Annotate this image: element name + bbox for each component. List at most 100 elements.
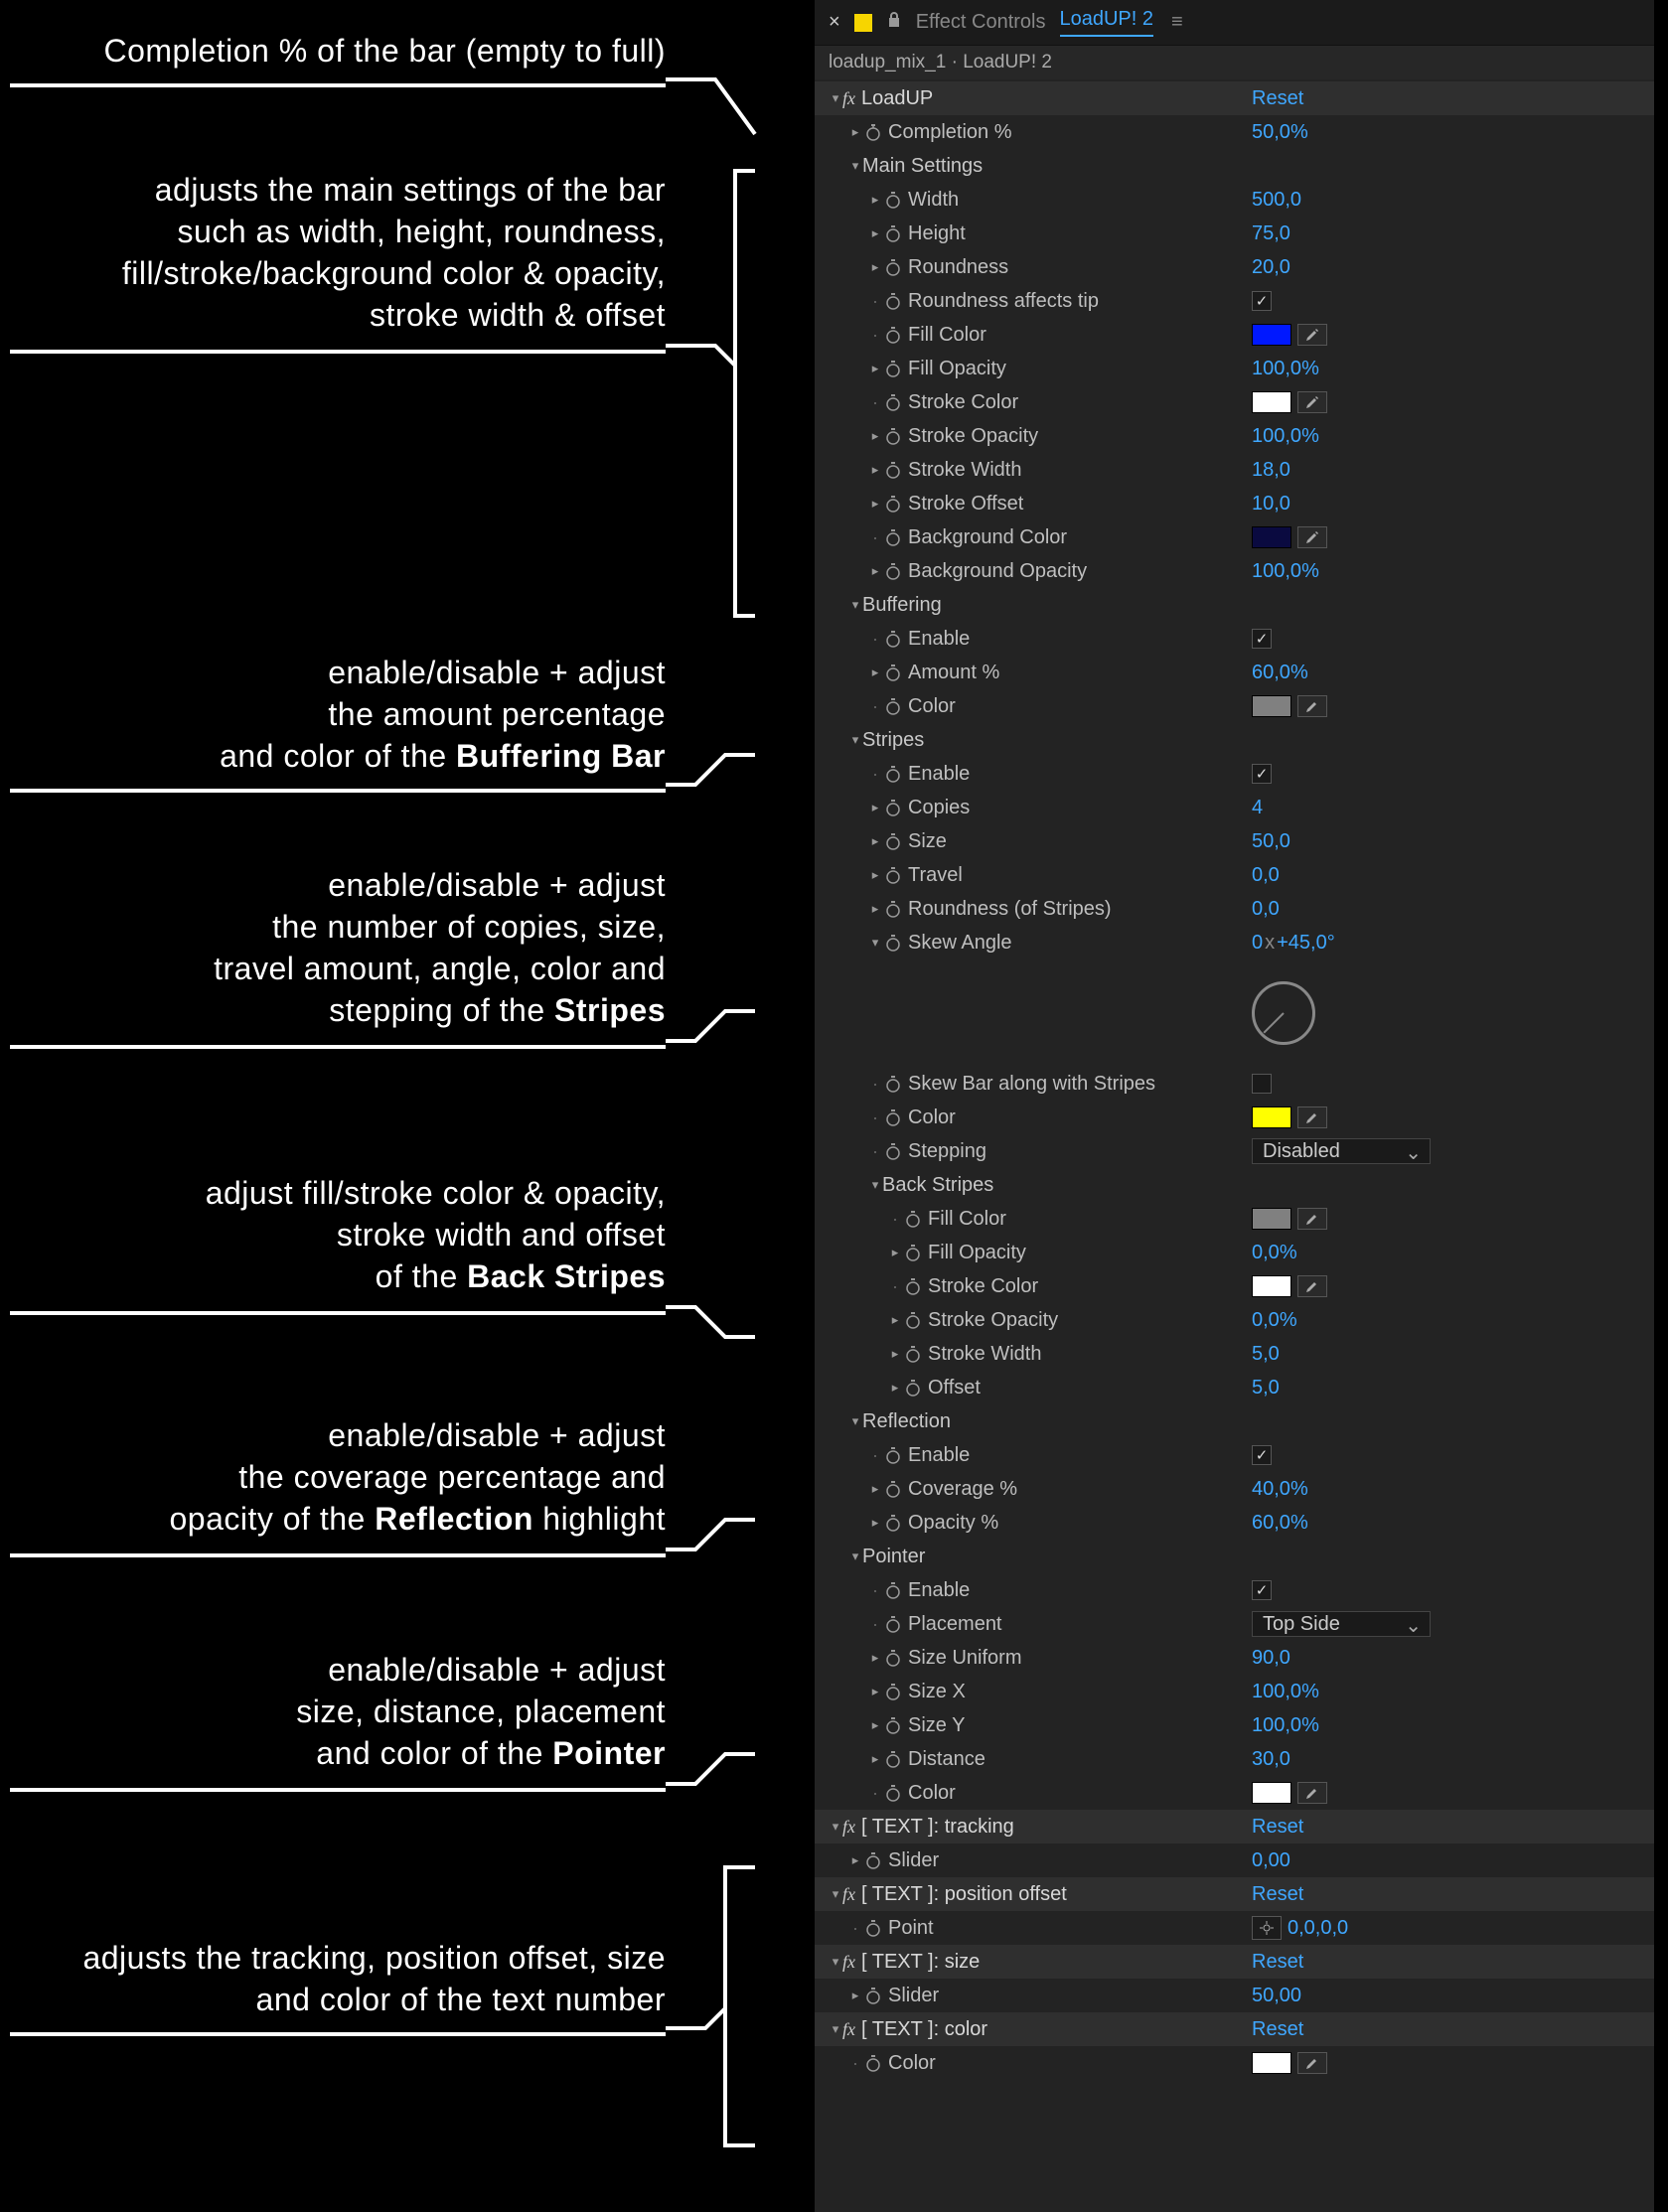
stopwatch-icon[interactable] <box>904 1345 922 1363</box>
stopwatch-icon[interactable] <box>884 1615 902 1633</box>
color-swatch[interactable] <box>1252 324 1291 346</box>
stopwatch-icon[interactable] <box>864 1987 882 2004</box>
value[interactable]: 60,0% <box>1252 1512 1308 1535</box>
group-back-stripes[interactable]: Back Stripes <box>815 1168 1654 1202</box>
color-swatch[interactable] <box>1252 2052 1291 2074</box>
fx-header-posoff[interactable]: fx[ TEXT ]: position offset Reset <box>815 1877 1654 1911</box>
eyedropper-icon[interactable] <box>1297 391 1327 413</box>
eyedropper-icon[interactable] <box>1297 324 1327 346</box>
stopwatch-icon[interactable] <box>904 1244 922 1261</box>
value[interactable]: 5,0 <box>1252 1377 1280 1400</box>
stopwatch-icon[interactable] <box>884 360 902 377</box>
stopwatch-icon[interactable] <box>864 1919 882 1937</box>
stopwatch-icon[interactable] <box>884 1075 902 1093</box>
stopwatch-icon[interactable] <box>884 1480 902 1498</box>
stopwatch-icon[interactable] <box>864 2054 882 2072</box>
color-swatch[interactable] <box>1252 1275 1291 1297</box>
color-swatch[interactable] <box>1252 1208 1291 1230</box>
stopwatch-icon[interactable] <box>884 562 902 580</box>
value[interactable]: 30,0 <box>1252 1748 1290 1771</box>
stopwatch-icon[interactable] <box>864 1851 882 1869</box>
value-completion[interactable]: 50,0% <box>1252 121 1308 144</box>
color-swatch[interactable] <box>1252 1106 1291 1128</box>
value[interactable]: 0,0% <box>1252 1309 1297 1332</box>
stopwatch-icon[interactable] <box>884 1142 902 1160</box>
color-swatch[interactable] <box>1252 391 1291 413</box>
fx-header-loadup[interactable]: fx LoadUP Reset <box>815 81 1654 115</box>
stopwatch-icon[interactable] <box>884 528 902 546</box>
stopwatch-icon[interactable] <box>904 1311 922 1329</box>
value[interactable]: 90,0 <box>1252 1647 1290 1670</box>
point-target-icon[interactable] <box>1252 1916 1282 1940</box>
twisty-icon[interactable] <box>848 158 862 174</box>
value[interactable]: 4 <box>1252 797 1263 819</box>
stopwatch-icon[interactable] <box>904 1210 922 1228</box>
stopwatch-icon[interactable] <box>884 1683 902 1700</box>
twisty-icon[interactable] <box>848 124 862 140</box>
eyedropper-icon[interactable] <box>1297 695 1327 717</box>
stopwatch-icon[interactable] <box>884 292 902 310</box>
value[interactable]: 0,0 <box>1252 864 1280 887</box>
stopwatch-icon[interactable] <box>884 1581 902 1599</box>
stopwatch-icon[interactable] <box>884 664 902 681</box>
checkbox[interactable] <box>1252 1580 1272 1600</box>
value[interactable]: 100,0% <box>1252 358 1319 380</box>
value[interactable]: 75,0 <box>1252 222 1290 245</box>
checkbox[interactable] <box>1252 629 1272 649</box>
stopwatch-icon[interactable] <box>884 697 902 715</box>
group-pointer[interactable]: Pointer <box>815 1540 1654 1573</box>
value[interactable]: 100,0% <box>1252 425 1319 448</box>
twisty-icon[interactable] <box>868 192 882 208</box>
stopwatch-icon[interactable] <box>884 326 902 344</box>
stopwatch-icon[interactable] <box>864 123 882 141</box>
label-color-icon[interactable] <box>854 14 872 32</box>
stopwatch-icon[interactable] <box>904 1379 922 1397</box>
stopwatch-icon[interactable] <box>884 900 902 918</box>
value[interactable]: 0,00 <box>1252 1849 1290 1872</box>
group-main-settings[interactable]: Main Settings <box>815 149 1654 183</box>
stopwatch-icon[interactable] <box>884 1750 902 1768</box>
panel-menu-icon[interactable]: ≡ <box>1171 11 1183 34</box>
eyedropper-icon[interactable] <box>1297 1782 1327 1804</box>
eyedropper-icon[interactable] <box>1297 526 1327 548</box>
value[interactable]: 18,0 <box>1252 459 1290 482</box>
stopwatch-icon[interactable] <box>904 1277 922 1295</box>
value[interactable]: 100,0% <box>1252 1714 1319 1737</box>
stopwatch-icon[interactable] <box>884 1446 902 1464</box>
value[interactable]: 0,0 <box>1252 898 1280 921</box>
group-stripes[interactable]: Stripes <box>815 723 1654 757</box>
stopwatch-icon[interactable] <box>884 832 902 850</box>
dropdown-placement[interactable]: Top Side <box>1252 1611 1431 1637</box>
stopwatch-icon[interactable] <box>884 765 902 783</box>
reset-button[interactable]: Reset <box>1252 87 1303 110</box>
color-swatch[interactable] <box>1252 526 1291 548</box>
stopwatch-icon[interactable] <box>884 495 902 513</box>
fx-header-color[interactable]: fx[ TEXT ]: color Reset <box>815 2012 1654 2046</box>
stopwatch-icon[interactable] <box>884 799 902 816</box>
reset-button[interactable]: Reset <box>1252 2018 1303 2041</box>
eyedropper-icon[interactable] <box>1297 1106 1327 1128</box>
stopwatch-icon[interactable] <box>884 224 902 242</box>
value[interactable]: 100,0% <box>1252 560 1319 583</box>
value[interactable]: 60,0% <box>1252 662 1308 684</box>
stopwatch-icon[interactable] <box>884 1108 902 1126</box>
dropdown-stepping[interactable]: Disabled <box>1252 1138 1431 1164</box>
eyedropper-icon[interactable] <box>1297 1208 1327 1230</box>
stopwatch-icon[interactable] <box>884 191 902 209</box>
tab-label-active[interactable]: LoadUP! 2 <box>1060 8 1154 37</box>
checkbox[interactable] <box>1252 1445 1272 1465</box>
value[interactable]: 50,00 <box>1252 1985 1301 2007</box>
fx-header-size[interactable]: fx[ TEXT ]: size Reset <box>815 1945 1654 1979</box>
stopwatch-icon[interactable] <box>884 866 902 884</box>
lock-icon[interactable] <box>886 11 902 35</box>
group-buffering[interactable]: Buffering <box>815 588 1654 622</box>
value[interactable]: 10,0 <box>1252 493 1290 516</box>
checkbox[interactable] <box>1252 291 1272 311</box>
color-swatch[interactable] <box>1252 695 1291 717</box>
value[interactable]: 5,0 <box>1252 1343 1280 1366</box>
value[interactable]: 40,0% <box>1252 1478 1308 1501</box>
stopwatch-icon[interactable] <box>884 1784 902 1802</box>
eyedropper-icon[interactable] <box>1297 1275 1327 1297</box>
stopwatch-icon[interactable] <box>884 258 902 276</box>
value[interactable]: 100,0% <box>1252 1681 1319 1703</box>
